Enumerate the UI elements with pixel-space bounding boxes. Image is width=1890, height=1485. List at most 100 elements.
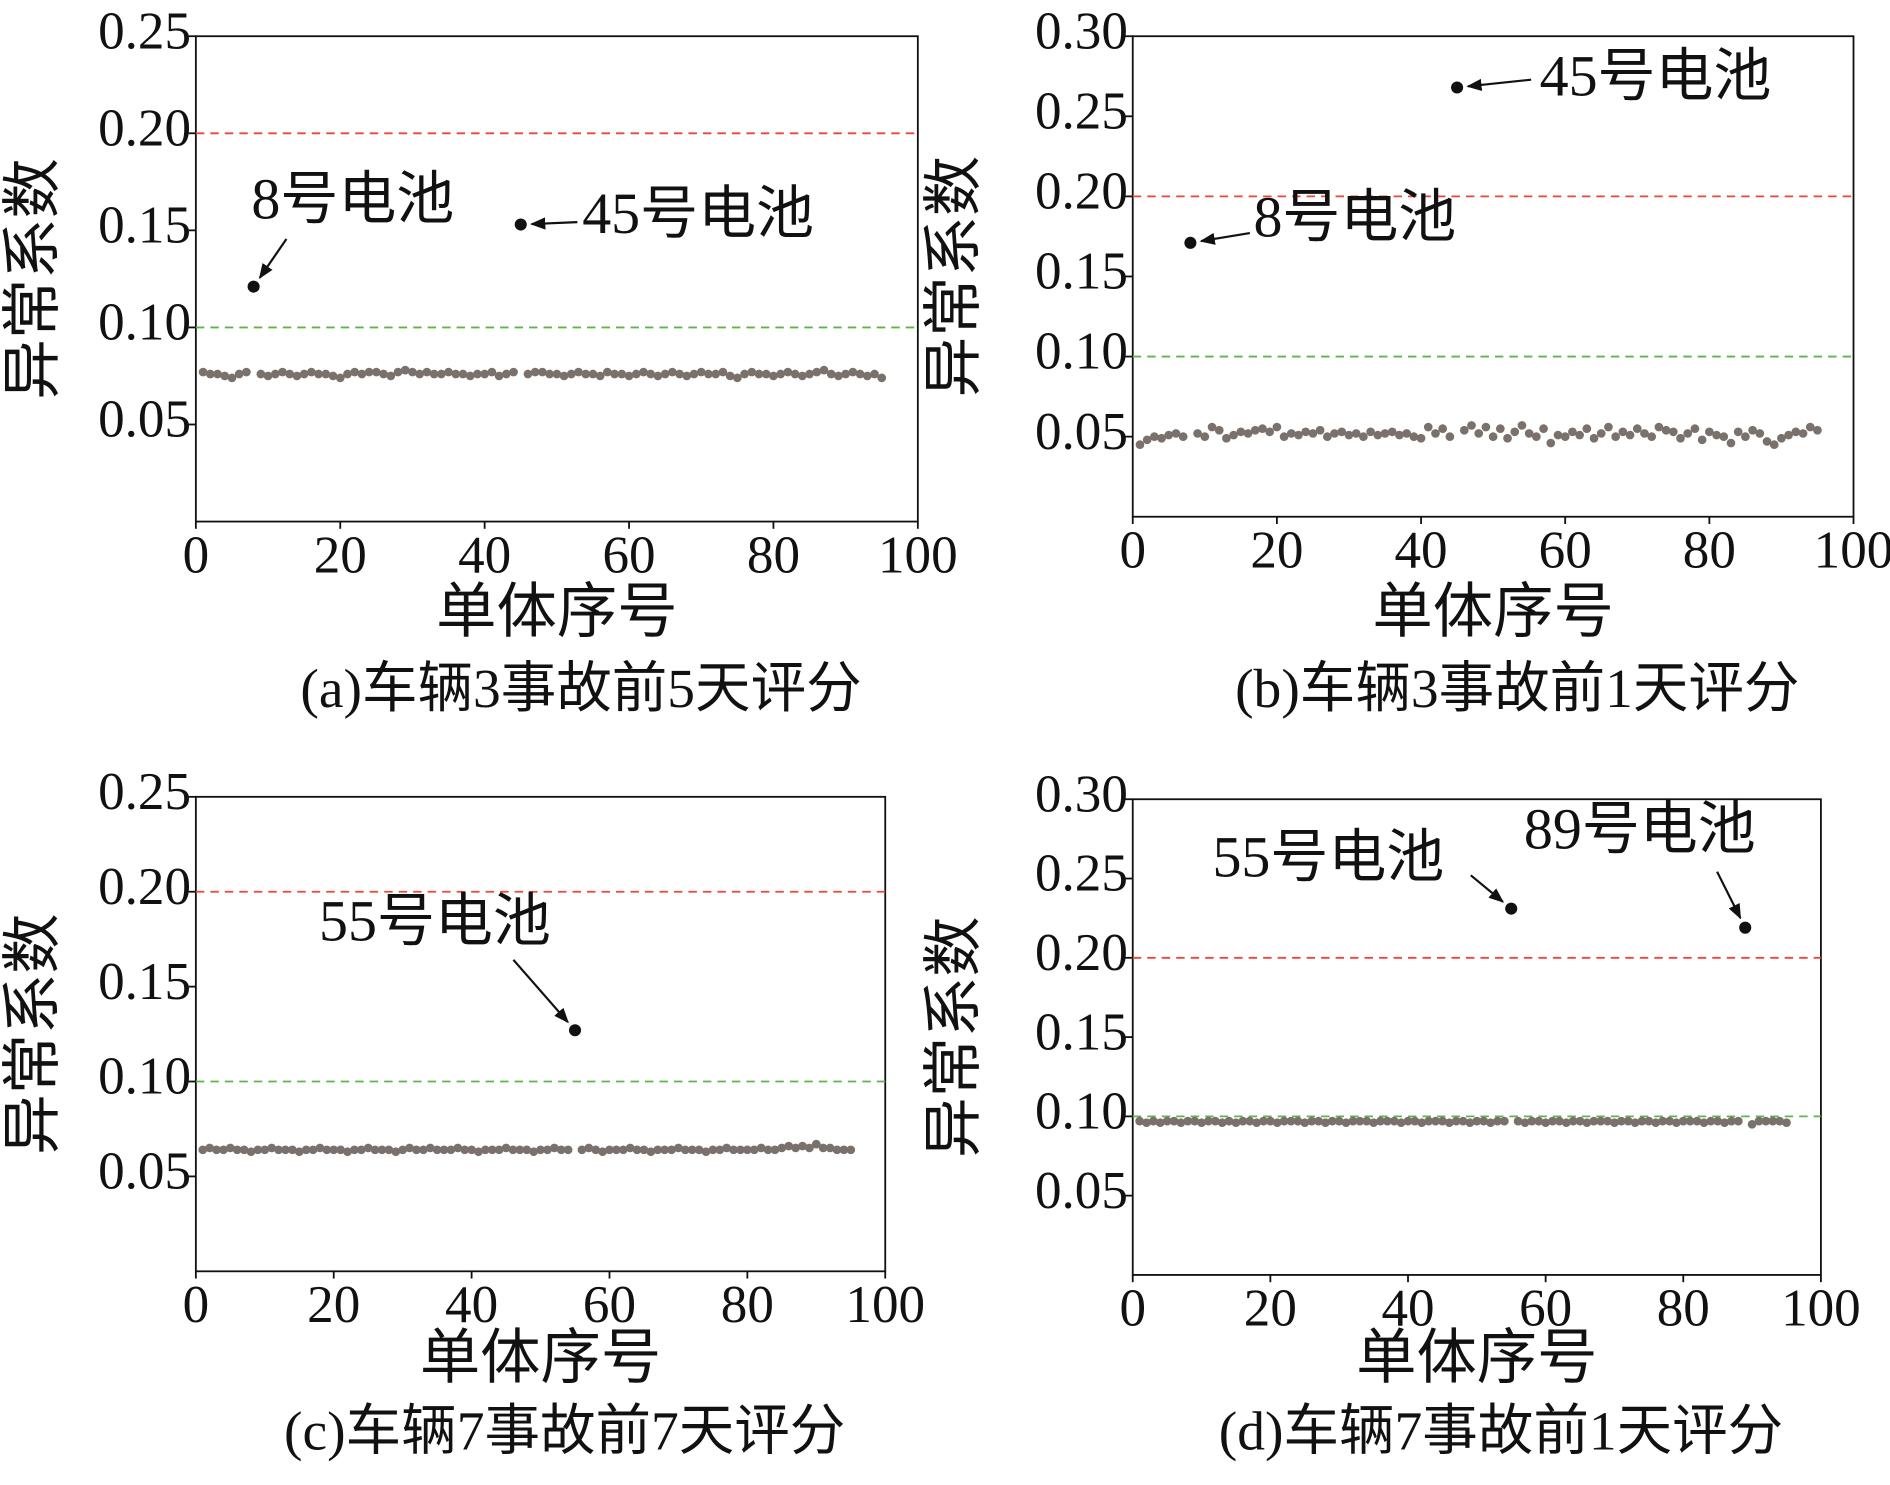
data-point [1438, 424, 1448, 433]
data-point [870, 369, 879, 379]
data-point [384, 1145, 394, 1155]
outlier-point [514, 218, 527, 231]
data-point [783, 367, 793, 377]
data-point [1719, 432, 1729, 441]
caption: (b)车辆3事故前1天评分 [1235, 659, 1799, 720]
data-point [379, 369, 388, 379]
data-point [1654, 422, 1664, 432]
y-tick-label: 0.30 [1035, 765, 1128, 823]
data-point [834, 371, 843, 381]
data-point [1150, 432, 1159, 441]
data-point [281, 1145, 290, 1155]
y-tick-label: 0.10 [98, 1048, 191, 1106]
data-point [301, 1145, 311, 1155]
data-point [1658, 1116, 1667, 1126]
data-point [370, 1145, 380, 1155]
data-point [1321, 1118, 1330, 1128]
x-tick-label: 100 [878, 526, 958, 584]
data-point [530, 367, 540, 377]
x-tick-label: 80 [747, 526, 800, 584]
data-point [299, 369, 309, 379]
data-point [1417, 1118, 1427, 1128]
x-tick-label: 0 [183, 1276, 210, 1334]
data-point [1409, 432, 1419, 441]
data-point [538, 367, 547, 377]
data-point [1733, 427, 1743, 437]
y-axis-label: 异常系数 [921, 156, 988, 397]
x-tick-label: 60 [583, 1276, 636, 1334]
data-point [605, 1145, 614, 1155]
data-point [559, 371, 569, 381]
data-point [212, 1145, 221, 1155]
y-tick-label: 0.20 [1035, 163, 1128, 221]
data-point [1768, 1116, 1778, 1126]
plot-frame [194, 35, 919, 523]
data-point [1444, 1118, 1454, 1128]
data-point [1327, 1116, 1337, 1126]
data-point [432, 1145, 442, 1155]
data-point [429, 369, 439, 379]
data-point [487, 1145, 497, 1155]
data-point [1661, 425, 1671, 435]
data-point [451, 369, 461, 379]
data-point [1784, 430, 1793, 440]
annotation-arrow [530, 217, 578, 230]
data-point [321, 369, 331, 379]
data-point [756, 1143, 766, 1153]
data-point [1546, 438, 1556, 448]
data-point [501, 369, 511, 379]
outlier-point [568, 1024, 582, 1037]
data-point [1630, 1118, 1640, 1128]
x-tick-label: 100 [1781, 1280, 1861, 1338]
data-point [1142, 435, 1152, 445]
data-point [718, 367, 728, 377]
data-point [1229, 430, 1238, 440]
data-point [1465, 1118, 1475, 1128]
x-tick-label: 60 [1519, 1280, 1572, 1338]
data-point [1481, 422, 1491, 432]
data-point [1699, 1118, 1709, 1128]
data-point [285, 369, 295, 379]
data-point [198, 367, 208, 377]
data-point [639, 1145, 649, 1155]
data-point [270, 369, 280, 379]
y-tick-label: 0.30 [1035, 2, 1128, 60]
data-point [1589, 1116, 1599, 1126]
data-point [1791, 427, 1801, 437]
data-point [1308, 429, 1318, 438]
data-point [1359, 432, 1368, 441]
y-tick-label: 0.15 [98, 197, 191, 255]
data-point [776, 369, 786, 379]
data-point [393, 367, 403, 377]
data-point [422, 367, 432, 377]
data-point [818, 1143, 828, 1153]
data-point [1623, 1116, 1633, 1126]
data-point [574, 367, 583, 377]
y-tick-label: 0.05 [98, 1143, 191, 1201]
data-point [791, 1143, 800, 1153]
data-point [292, 371, 302, 381]
data-point [660, 1145, 669, 1155]
data-point [1395, 430, 1404, 440]
data-point [855, 369, 865, 379]
data-point [1410, 1116, 1420, 1126]
data-point [1777, 433, 1786, 443]
data-point [682, 371, 692, 381]
y-tick-label: 0.10 [1035, 1083, 1128, 1141]
data-point [263, 371, 273, 381]
data-point [246, 1147, 256, 1157]
data-point [1596, 1116, 1606, 1126]
data-point [1690, 424, 1700, 433]
data-point [1754, 1116, 1764, 1126]
annotation-label: 55号电池 [1212, 825, 1444, 890]
data-point [1387, 427, 1397, 437]
data-point [675, 369, 684, 379]
data-point [444, 367, 453, 377]
data-point [328, 371, 338, 381]
data-point [460, 1145, 470, 1155]
data-point [846, 1145, 856, 1155]
data-point [1575, 430, 1584, 440]
data-point [1467, 421, 1476, 430]
data-point [536, 1145, 545, 1155]
data-point [1644, 1116, 1654, 1126]
